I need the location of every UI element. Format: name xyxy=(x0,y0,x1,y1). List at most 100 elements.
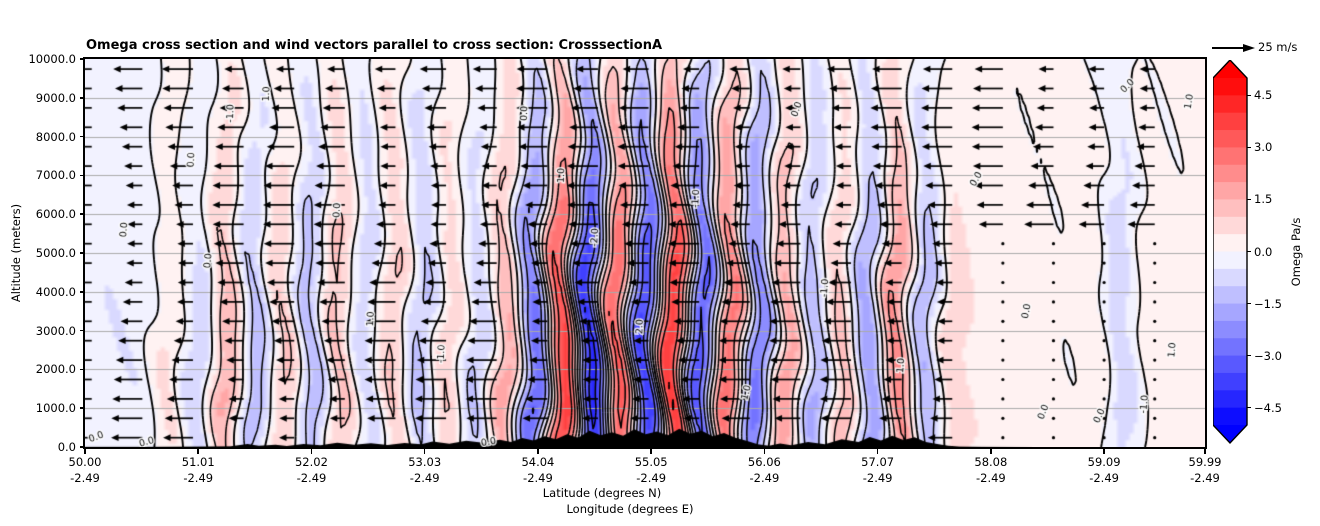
y-tick-mark xyxy=(80,174,85,177)
colorbar-extend-max xyxy=(1213,60,1247,78)
y-tick-mark xyxy=(80,58,85,60)
y-tick-mark xyxy=(80,97,85,99)
colorbar-tick-mark xyxy=(1247,146,1251,149)
colorbar-tick-mark xyxy=(1247,302,1251,305)
colorbar-tick-label: 3.0 xyxy=(1254,140,1273,155)
colorbar-segment xyxy=(1213,372,1247,391)
x-tick-label-latitude: 58.08 xyxy=(974,455,1008,469)
cross-section-plot-canvas xyxy=(85,59,1205,447)
x-tick-label-latitude: 51.01 xyxy=(181,455,215,469)
title-line-1: Omega cross section and wind vectors par… xyxy=(86,38,663,53)
colorbar-segment xyxy=(1213,286,1247,305)
colorbar-tick-mark xyxy=(1247,406,1251,409)
y-tick-label: 8000.0 xyxy=(35,129,76,144)
colorbar-segment xyxy=(1213,234,1247,253)
y-tick-mark xyxy=(80,329,85,332)
x-tick-label-latitude: 57.07 xyxy=(861,455,895,469)
y-tick-label: 3000.0 xyxy=(35,323,76,338)
colorbar-tick-label: −1.5 xyxy=(1254,296,1282,311)
colorbar-label: Omega Pa/s xyxy=(1289,217,1303,287)
colorbar-segment xyxy=(1213,355,1247,374)
x-tick-label-latitude: 59.99 xyxy=(1188,455,1222,469)
x-tick-label-longitude: -2.49 xyxy=(409,471,440,485)
colorbar xyxy=(1212,58,1249,449)
colorbar-outline xyxy=(1212,58,1248,445)
x-tick-label-longitude: -2.49 xyxy=(749,471,780,485)
x-tick-mark xyxy=(650,449,652,454)
y-tick-label: 2000.0 xyxy=(35,362,76,377)
colorbar-tick-label: −4.5 xyxy=(1254,400,1282,415)
x-tick-label-longitude: -2.49 xyxy=(296,471,327,485)
y-tick-label: 1000.0 xyxy=(35,401,76,416)
x-tick-mark xyxy=(876,449,879,454)
x-tick-label-latitude: 50.00 xyxy=(68,455,102,469)
colorbar-segment xyxy=(1213,268,1247,287)
x-tick-label-longitude: -2.49 xyxy=(70,471,100,485)
colorbar-segment xyxy=(1213,182,1247,201)
x-tick-mark xyxy=(310,449,313,454)
y-tick-label: 7000.0 xyxy=(35,168,76,183)
y-tick-label: 6000.0 xyxy=(35,207,76,222)
y-tick-mark xyxy=(80,446,85,448)
colorbar-segment xyxy=(1213,95,1247,114)
colorbar-segment xyxy=(1213,147,1247,166)
colorbar-segment xyxy=(1213,303,1247,322)
colorbar-segment xyxy=(1213,216,1247,235)
colorbar-tick-label: −3.0 xyxy=(1254,348,1282,363)
y-tick-label: 10000.0 xyxy=(28,52,76,66)
x-tick-mark xyxy=(990,449,992,454)
colorbar-segment xyxy=(1213,407,1247,426)
quiver-key-arrow-icon xyxy=(1212,44,1255,52)
x-tick-label-latitude: 59.09 xyxy=(1087,455,1121,469)
x-tick-label-longitude: -2.49 xyxy=(636,471,667,485)
colorbar-segment xyxy=(1213,320,1247,339)
x-tick-label-longitude: -2.49 xyxy=(183,471,214,485)
x-tick-mark xyxy=(197,449,200,454)
colorbar-tick-mark xyxy=(1247,94,1251,97)
colorbar-tick-label: 4.5 xyxy=(1254,88,1273,103)
y-tick-mark xyxy=(80,368,85,371)
colorbar-segment xyxy=(1213,199,1247,218)
x-axis-label-latitude: Latitude (degrees N) xyxy=(542,486,662,500)
colorbar-gradient xyxy=(1212,58,1248,445)
x-tick-label-latitude: 55.05 xyxy=(634,455,668,469)
colorbar-segment xyxy=(1213,112,1247,131)
y-tick-mark xyxy=(80,407,85,409)
x-tick-label-latitude: 52.02 xyxy=(294,455,328,469)
colorbar-tick-mark xyxy=(1247,354,1251,357)
y-tick-label: 4000.0 xyxy=(35,284,76,299)
y-tick-label: 9000.0 xyxy=(35,90,76,105)
x-tick-label-longitude: -2.49 xyxy=(1190,471,1220,485)
x-tick-mark xyxy=(763,449,766,454)
colorbar-segment xyxy=(1213,130,1247,148)
quiver-key-label: 25 m/s xyxy=(1258,40,1298,54)
x-tick-mark xyxy=(1103,449,1105,454)
y-tick-mark xyxy=(80,213,85,215)
y-tick-label: 0.0 xyxy=(57,440,76,454)
x-axis-label-longitude: Longitude (degrees E) xyxy=(566,502,694,516)
colorbar-segment xyxy=(1213,390,1247,409)
colorbar-segment xyxy=(1213,338,1247,357)
colorbar-tick-mark xyxy=(1247,250,1251,253)
x-tick-label-longitude: -2.49 xyxy=(975,471,1006,485)
colorbar-extend-min xyxy=(1213,425,1247,443)
x-tick-label-latitude: 56.06 xyxy=(747,455,781,469)
x-tick-label-longitude: -2.49 xyxy=(1089,471,1119,485)
colorbar-tick-mark xyxy=(1247,198,1251,201)
colorbar-tick-label: 0.0 xyxy=(1254,244,1273,259)
x-tick-mark xyxy=(84,449,86,454)
plot-area xyxy=(83,57,1207,449)
x-tick-mark xyxy=(1204,449,1206,454)
y-tick-mark xyxy=(80,252,85,254)
colorbar-segment xyxy=(1213,164,1247,183)
colorbar-tick-label: 1.5 xyxy=(1254,192,1273,207)
x-tick-label-latitude: 53.03 xyxy=(408,455,442,469)
colorbar-segment xyxy=(1213,251,1247,270)
x-tick-mark xyxy=(537,449,539,454)
y-tick-mark xyxy=(80,135,85,138)
y-tick-mark xyxy=(80,291,85,293)
x-tick-label-latitude: 54.04 xyxy=(521,455,555,469)
y-tick-label: 5000.0 xyxy=(35,246,76,260)
x-tick-label-longitude: -2.49 xyxy=(523,471,553,485)
